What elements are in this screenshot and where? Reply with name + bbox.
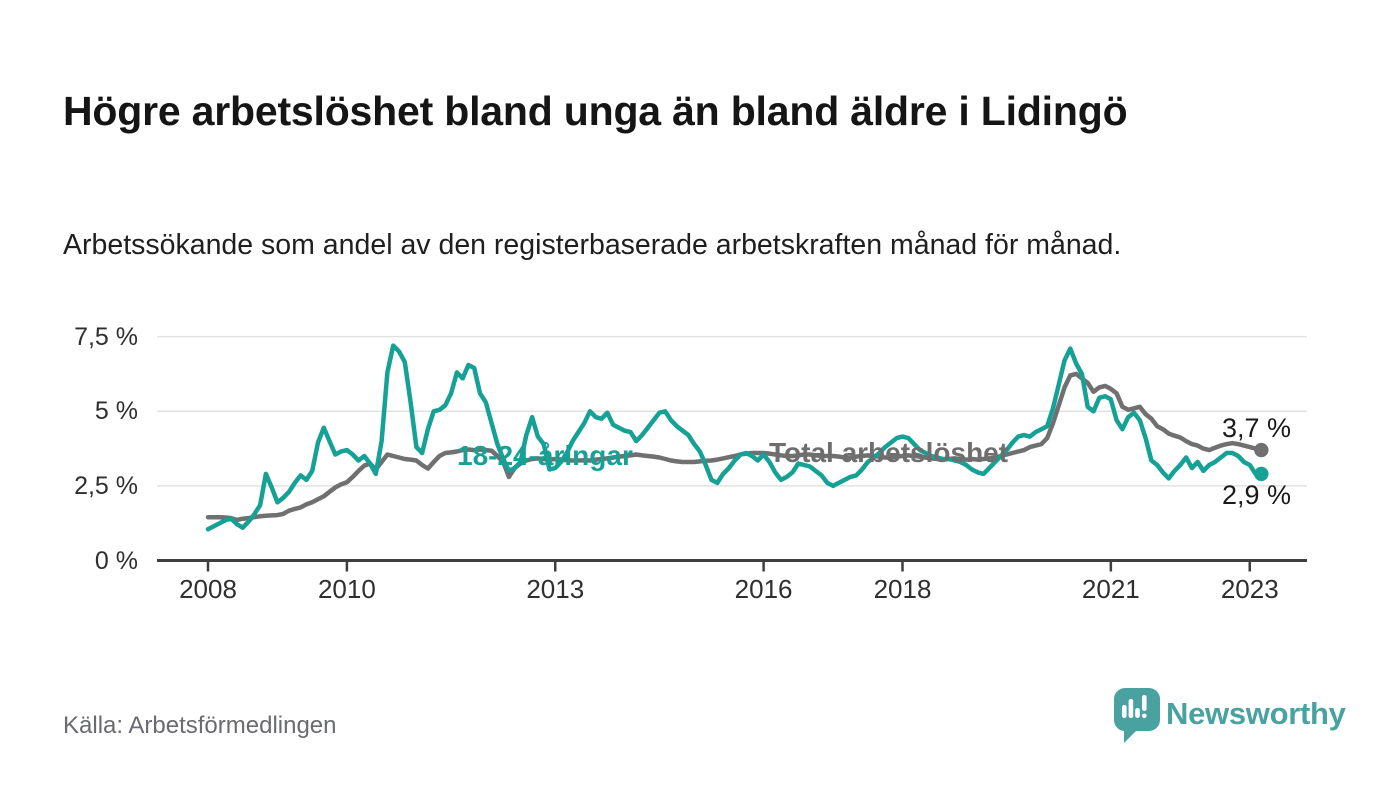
y-axis-tick-label: 2,5 % (74, 471, 138, 500)
x-axis-tick-label: 2016 (734, 574, 793, 604)
y-axis-tick-label: 0 % (94, 546, 138, 575)
brand-wordmark: Newsworthy (1166, 696, 1346, 731)
x-axis-tick-label: 2023 (1220, 574, 1279, 604)
bar-icon-2 (1128, 699, 1134, 718)
x-axis-tick-label: 2008 (179, 574, 237, 604)
y-axis-tick-label: 5 % (94, 397, 138, 426)
series-label-total: Total arbetslöshet (769, 437, 1009, 468)
series-end-dot-total (1254, 442, 1269, 458)
series-end-dot-18-24 (1254, 466, 1269, 482)
x-axis-tick-label: 2021 (1081, 574, 1140, 604)
x-axis-tick-label: 2013 (526, 574, 585, 604)
series-line-18-24 (205, 343, 1264, 532)
newsworthy-logo-icon (1114, 688, 1160, 743)
page-subtitle: Arbetssökande som andel av den registerb… (63, 228, 1122, 261)
bar-icon-3 (1135, 708, 1140, 718)
end-value-label-18-24: 2,9 % (1222, 480, 1292, 510)
series-label-18-24: 18-24-åringar (457, 440, 633, 471)
exclamation-bar-icon (1142, 695, 1147, 711)
y-axis-tick-label: 7,5 % (74, 322, 138, 351)
source-attribution: Källa: Arbetsförmedlingen (63, 712, 337, 739)
exclamation-dot-icon (1142, 713, 1147, 719)
bar-icon-1 (1122, 705, 1127, 718)
x-axis-tick-label: 2018 (873, 574, 932, 604)
page-title: Högre arbetslöshet bland unga än bland ä… (63, 88, 1128, 135)
x-axis-tick-label: 2010 (317, 574, 376, 604)
series-line-total (205, 371, 1264, 523)
end-value-label-total: 3,7 % (1222, 413, 1292, 443)
